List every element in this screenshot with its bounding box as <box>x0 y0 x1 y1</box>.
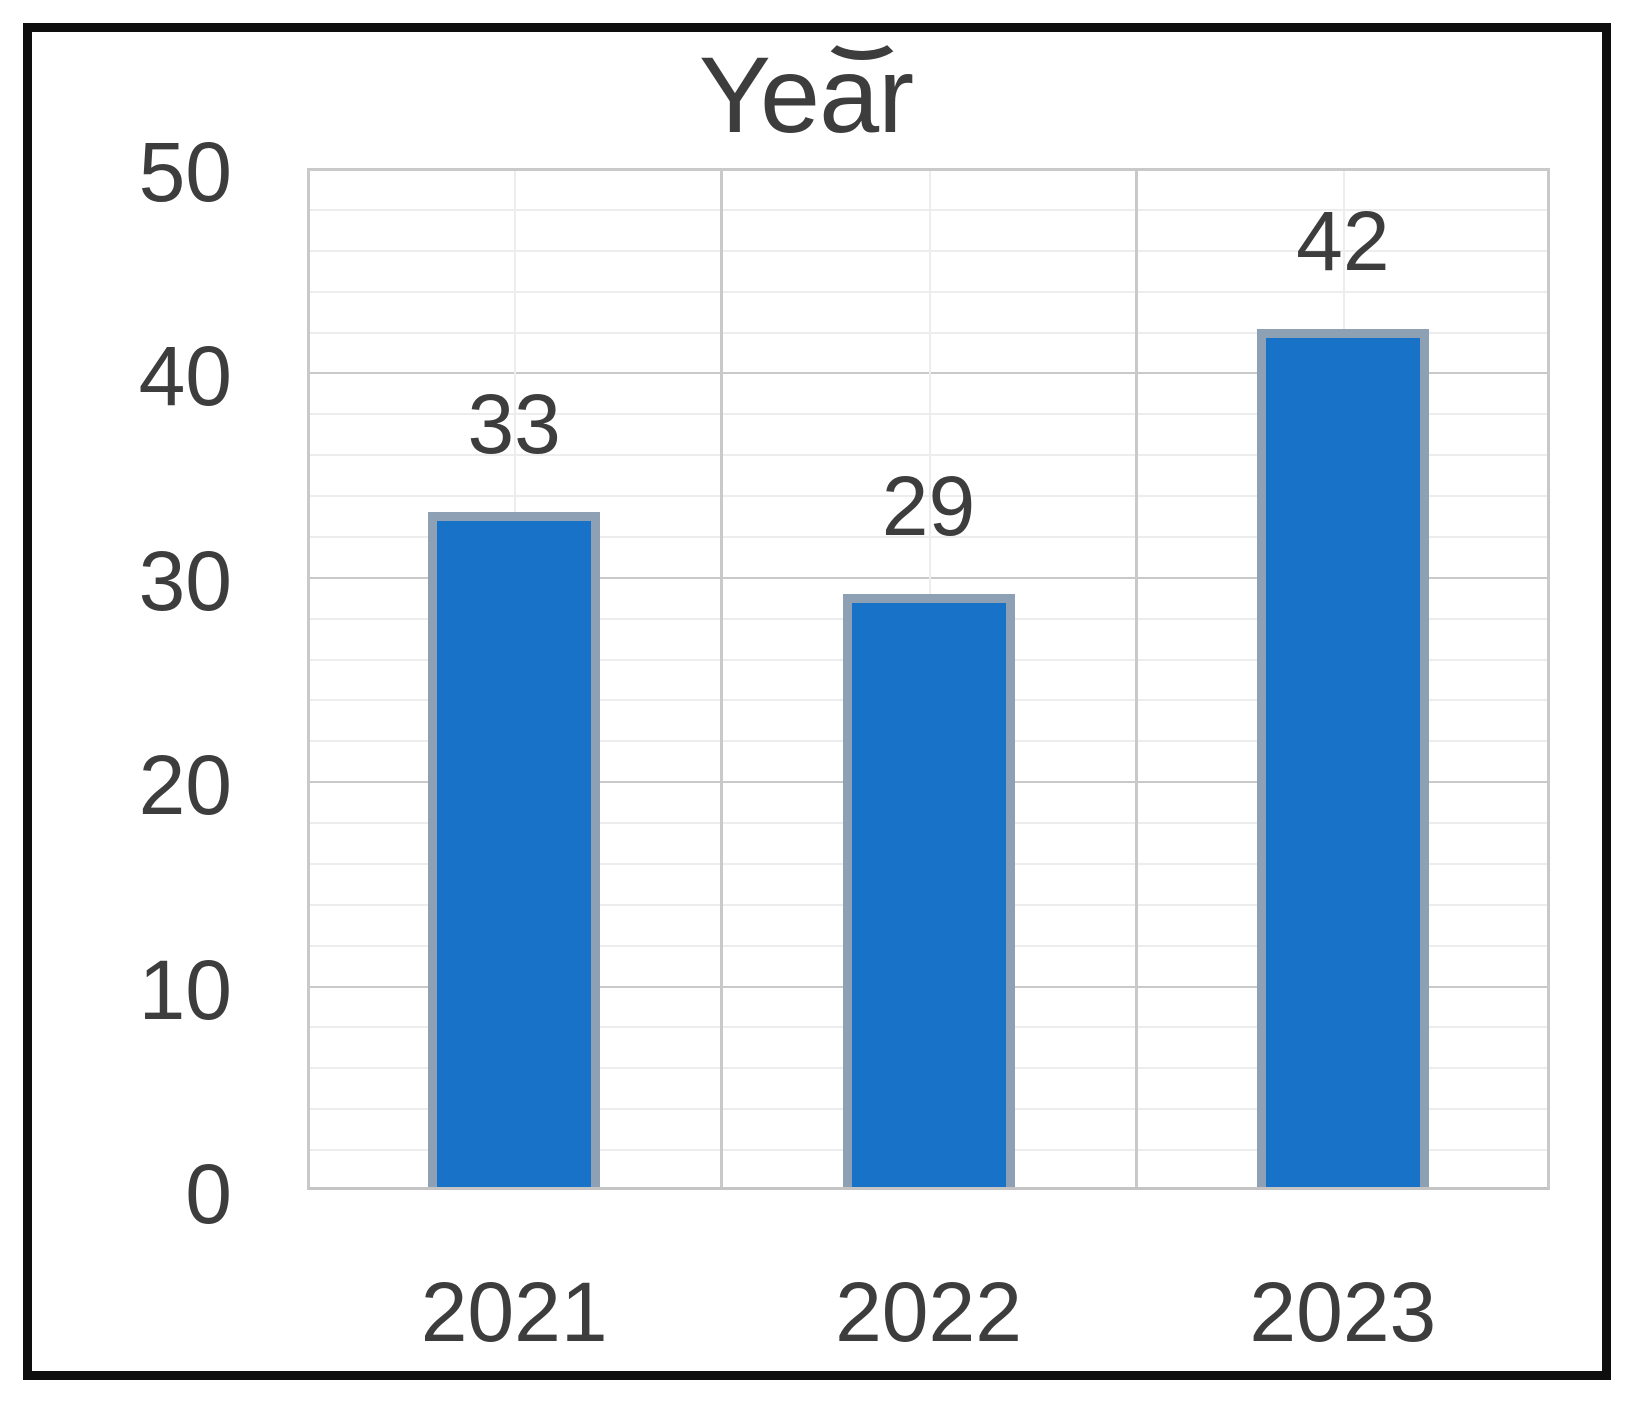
bar-2023 <box>1256 328 1429 1187</box>
bar-2022 <box>842 594 1015 1187</box>
data-label-2021: 33 <box>467 377 561 472</box>
vertical-major-gridline <box>720 171 724 1187</box>
x-axis-category-label-2022: 2022 <box>835 1265 1022 1359</box>
bar-2021 <box>428 512 601 1187</box>
vertical-major-gridline <box>1134 171 1138 1187</box>
y-axis-tick-label-20: 20 <box>138 738 232 833</box>
y-axis-tick-label-50: 50 <box>138 125 232 219</box>
y-axis-tick-label-0: 0 <box>185 1147 232 1241</box>
plot-area: 33 29 42 <box>307 168 1550 1190</box>
chart-title: Year <box>698 34 914 155</box>
y-axis-tick-label-30: 30 <box>138 533 232 628</box>
y-axis-tick-label-10: 10 <box>138 942 232 1037</box>
y-axis-tick-label-40: 40 <box>138 329 232 424</box>
clipped-title-letter-descender <box>822 14 902 60</box>
data-label-2023: 42 <box>1296 193 1390 288</box>
x-axis-category-label-2021: 2021 <box>420 1265 608 1359</box>
data-label-2022: 29 <box>881 459 976 554</box>
x-axis-category-label-2023: 2023 <box>1249 1265 1437 1359</box>
